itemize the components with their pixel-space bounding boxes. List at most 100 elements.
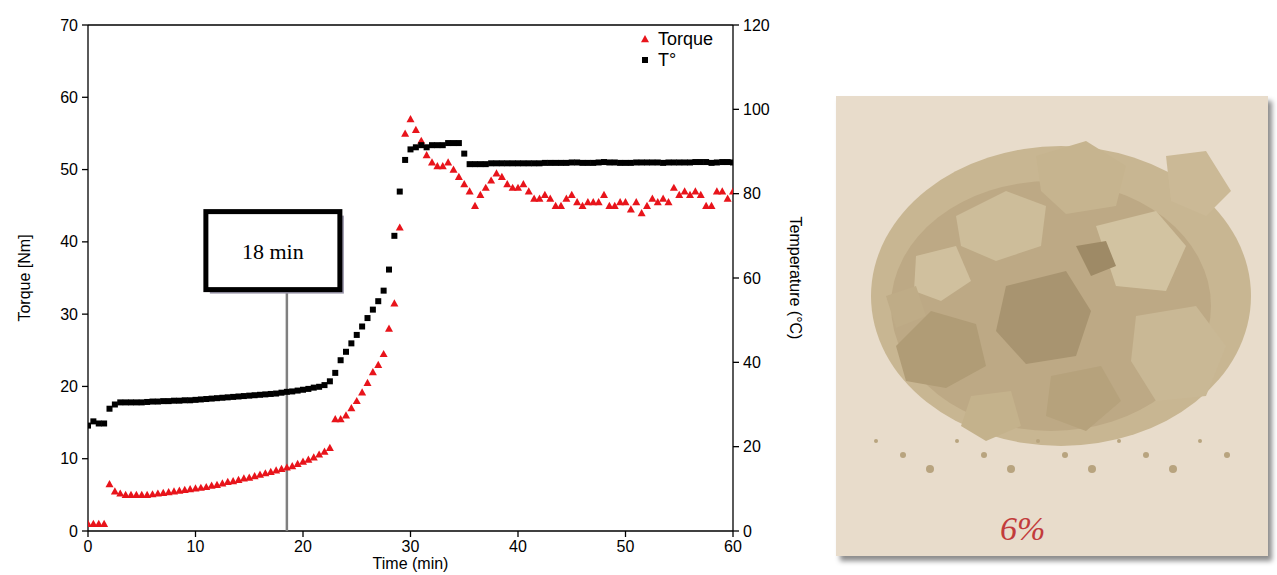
data-point bbox=[681, 187, 689, 194]
data-point bbox=[698, 159, 704, 165]
data-point bbox=[643, 202, 651, 209]
data-point bbox=[503, 180, 511, 187]
data-point bbox=[585, 160, 591, 166]
data-point bbox=[236, 393, 242, 399]
y2-tick bbox=[733, 446, 739, 447]
data-point bbox=[450, 166, 458, 173]
data-point bbox=[444, 158, 452, 165]
data-point bbox=[655, 159, 661, 165]
legend: TorqueT° bbox=[641, 29, 713, 70]
data-point bbox=[666, 159, 672, 165]
data-point bbox=[632, 198, 640, 205]
data-point bbox=[471, 202, 479, 209]
data-point bbox=[718, 187, 726, 194]
data-point bbox=[96, 420, 102, 426]
y2-tick bbox=[733, 277, 739, 278]
y-tick-label: 60 bbox=[60, 89, 78, 106]
data-point bbox=[482, 184, 490, 191]
data-point bbox=[547, 160, 553, 166]
clump bbox=[956, 191, 1046, 261]
data-point bbox=[488, 160, 494, 166]
data-point bbox=[150, 399, 156, 405]
data-point bbox=[390, 299, 398, 306]
y2-tick-label: 60 bbox=[743, 270, 761, 287]
data-point bbox=[483, 161, 489, 167]
legend-label: Torque bbox=[658, 29, 713, 49]
x-tick bbox=[302, 531, 303, 537]
data-point bbox=[563, 160, 569, 166]
photo-drawing: 6% bbox=[836, 96, 1268, 556]
annotation-box bbox=[206, 212, 340, 290]
data-point bbox=[600, 191, 608, 198]
data-point bbox=[494, 160, 500, 166]
y-tick bbox=[82, 24, 88, 25]
crumb bbox=[1224, 452, 1230, 458]
clump bbox=[1131, 306, 1226, 401]
data-point bbox=[708, 202, 716, 209]
data-point bbox=[369, 368, 377, 375]
crumb bbox=[955, 439, 959, 443]
data-point bbox=[374, 361, 382, 368]
data-point bbox=[531, 160, 537, 166]
data-point bbox=[418, 142, 424, 148]
y-tick bbox=[82, 97, 88, 98]
data-point bbox=[316, 384, 322, 390]
data-point bbox=[106, 480, 114, 487]
data-point bbox=[461, 151, 467, 157]
data-point bbox=[101, 420, 107, 426]
crumb bbox=[1007, 465, 1015, 473]
clump bbox=[1036, 141, 1126, 214]
data-point bbox=[526, 160, 532, 166]
data-point bbox=[622, 198, 630, 205]
data-point bbox=[665, 198, 673, 205]
data-point bbox=[628, 160, 634, 166]
data-point bbox=[160, 398, 166, 404]
data-point bbox=[365, 315, 371, 321]
data-point bbox=[460, 180, 468, 187]
y2-tick-label: 80 bbox=[743, 185, 761, 202]
data-point bbox=[342, 411, 350, 418]
data-point bbox=[541, 191, 549, 198]
data-point bbox=[682, 159, 688, 165]
clump bbox=[961, 391, 1021, 441]
data-point bbox=[510, 160, 516, 166]
data-point bbox=[504, 160, 510, 166]
data-point bbox=[687, 159, 693, 165]
data-point bbox=[424, 144, 430, 150]
data-point bbox=[300, 387, 306, 393]
clump bbox=[1076, 241, 1116, 276]
data-point bbox=[649, 159, 655, 165]
data-point bbox=[166, 398, 172, 404]
x-tick-label: 30 bbox=[402, 538, 420, 555]
data-point bbox=[590, 160, 596, 166]
y-tick bbox=[82, 458, 88, 459]
data-point bbox=[730, 159, 733, 165]
crumb bbox=[1198, 439, 1202, 443]
y2-axis-title: Temperature (°C) bbox=[787, 217, 804, 340]
data-point bbox=[644, 159, 650, 165]
x-tick-label: 50 bbox=[617, 538, 635, 555]
data-point bbox=[332, 370, 338, 376]
data-point bbox=[493, 169, 501, 176]
data-point bbox=[515, 160, 521, 166]
y-tick-label: 30 bbox=[60, 306, 78, 323]
clump bbox=[914, 246, 971, 301]
data-point bbox=[676, 159, 682, 165]
marks bbox=[88, 115, 733, 527]
data-point bbox=[155, 399, 161, 405]
data-point bbox=[176, 398, 182, 404]
crumb bbox=[1088, 465, 1096, 473]
data-point bbox=[725, 159, 731, 165]
data-point bbox=[639, 159, 645, 165]
data-point bbox=[327, 378, 333, 384]
data-point bbox=[364, 379, 372, 386]
top-frame bbox=[88, 24, 733, 25]
data-point bbox=[338, 357, 344, 363]
crumb bbox=[1169, 465, 1177, 473]
data-point bbox=[671, 159, 677, 165]
data-point bbox=[553, 160, 559, 166]
data-point bbox=[691, 187, 699, 194]
data-point bbox=[412, 126, 420, 133]
data-point bbox=[193, 397, 199, 403]
data-point bbox=[596, 159, 602, 165]
